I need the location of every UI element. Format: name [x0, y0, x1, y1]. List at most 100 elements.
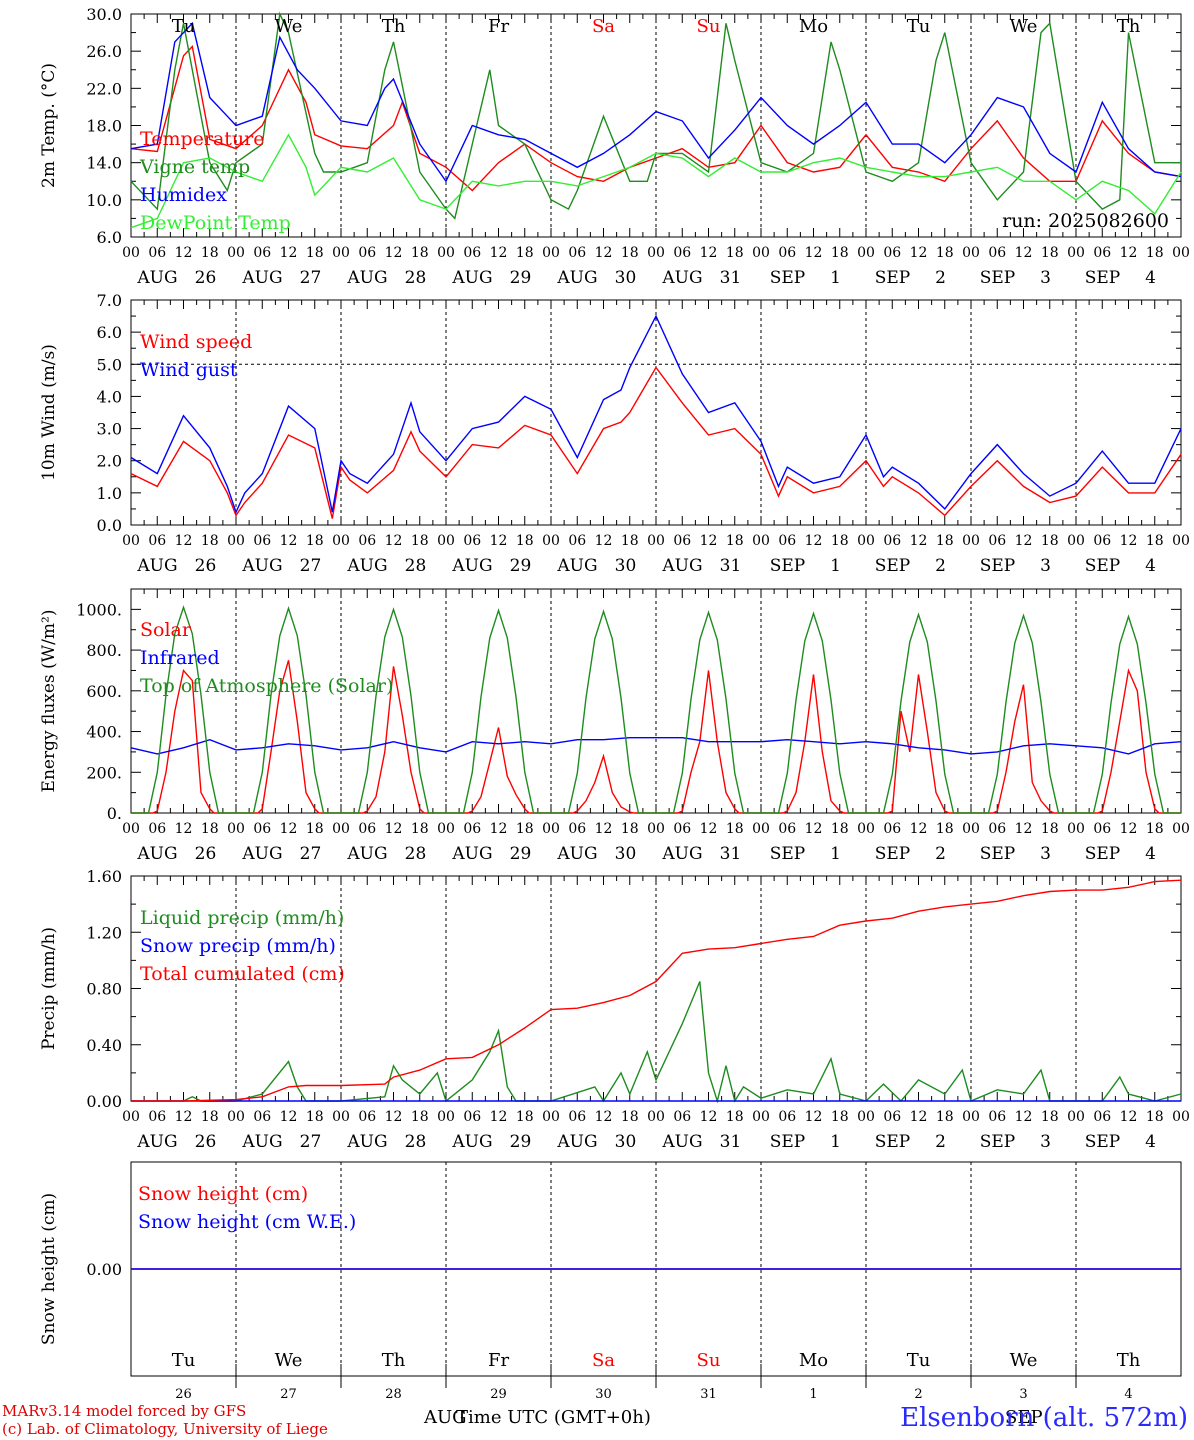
date-day-label: 30	[595, 1387, 612, 1402]
date-month-label: AUG	[136, 268, 177, 288]
legend-entry: Snow precip (mm/h)	[140, 935, 336, 957]
hour-tick-label: 00	[122, 533, 140, 549]
hour-tick-label: 18	[516, 1109, 534, 1125]
hour-tick-label: 06	[1093, 1109, 1111, 1125]
y-tick-label: 10.0	[86, 191, 122, 210]
hour-tick-label: 18	[411, 1109, 429, 1125]
footer-lab-credit: (c) Lab. of Climatology, University of L…	[2, 1420, 328, 1438]
hour-tick-label: 00	[647, 245, 665, 261]
hour-tick-label: 06	[778, 533, 796, 549]
hour-tick-label: 18	[516, 821, 534, 837]
date-day-label: 26	[175, 1387, 192, 1402]
hour-tick-label: 06	[883, 821, 901, 837]
y-tick-label: 0.80	[86, 980, 122, 999]
hour-tick-label: 06	[568, 245, 586, 261]
date-day-label: 27	[300, 1132, 322, 1152]
hour-tick-label: 00	[1067, 1109, 1085, 1125]
date-day-label: 4	[1145, 268, 1156, 288]
date-day-label: 31	[700, 1387, 717, 1402]
y-tick-label: 0.	[107, 804, 122, 823]
date-day-label: 30	[615, 556, 637, 576]
y-tick-label: 2.0	[97, 452, 122, 471]
hour-tick-label: 06	[988, 821, 1006, 837]
date-month-label: SEP	[1085, 556, 1121, 576]
hour-tick-label: 18	[936, 821, 954, 837]
hour-tick-label: 18	[726, 245, 744, 261]
x-axis-month-left: AUG	[424, 1407, 467, 1428]
date-month-label: AUG	[556, 844, 597, 864]
date-day-label: 29	[510, 268, 532, 288]
hour-tick-label: 12	[700, 533, 718, 549]
day-name-label: Mo	[799, 16, 828, 37]
day-name-label: Tu	[172, 1350, 196, 1371]
hour-tick-label: 06	[463, 245, 481, 261]
hour-tick-label: 06	[148, 1109, 166, 1125]
x-axis-title: Time UTC (GMT+0h)	[456, 1407, 651, 1428]
hour-tick-label: 12	[1015, 1109, 1033, 1125]
hour-tick-label: 00	[857, 533, 875, 549]
hour-tick-label: 18	[621, 533, 639, 549]
y-tick-label: 7.0	[97, 291, 122, 310]
date-day-label: 26	[195, 844, 217, 864]
series-line-infrared	[130, 737, 1182, 755]
hour-tick-label: 18	[1041, 245, 1059, 261]
hour-tick-label: 00	[1067, 533, 1085, 549]
day-name-label: Th	[382, 1350, 406, 1371]
date-month-label: SEP	[875, 556, 911, 576]
hour-tick-label: 12	[280, 1109, 298, 1125]
hour-tick-label: 18	[411, 245, 429, 261]
hour-tick-label: 12	[490, 1109, 508, 1125]
date-month-label: SEP	[770, 556, 806, 576]
day-name-label: We	[1010, 1350, 1038, 1371]
hour-tick-label: 12	[910, 1109, 928, 1125]
panel-precip: 1.60 1.20 0.80 0.40 0.00 Precip (mm/h) Liquid …	[39, 867, 1190, 1152]
hour-tick-label: 00	[542, 1109, 560, 1125]
hour-tick-label: 18	[1146, 533, 1164, 549]
hour-tick-label: 18	[516, 245, 534, 261]
date-day-label: 3	[1019, 1387, 1027, 1402]
hour-tick-label: 00	[857, 1109, 875, 1125]
legend-entry: Wind gust	[140, 359, 238, 381]
date-day-label: 30	[615, 1132, 637, 1152]
hour-tick-label: 00	[1172, 821, 1190, 837]
hour-tick-label: 06	[673, 245, 691, 261]
hour-tick-label: 06	[148, 821, 166, 837]
day-name-label: Mo	[799, 1350, 828, 1371]
day-name-label: Tu	[907, 1350, 931, 1371]
hour-tick-label: 00	[647, 821, 665, 837]
hour-tick-label: 06	[463, 1109, 481, 1125]
date-day-label: 28	[405, 556, 427, 576]
hour-tick-label: 06	[673, 533, 691, 549]
station-name: Elsenborn (alt. 572m)	[900, 1403, 1188, 1433]
date-day-label: 3	[1040, 556, 1051, 576]
date-day-label: 28	[405, 1132, 427, 1152]
hour-tick-label: 18	[201, 533, 219, 549]
day-name-label: Th	[1117, 16, 1141, 37]
hour-tick-label: 00	[227, 533, 245, 549]
day-name-label: Fr	[488, 16, 509, 37]
hour-tick-label: 12	[910, 821, 928, 837]
hour-tick-label: 00	[857, 245, 875, 261]
date-month-label: AUG	[556, 268, 597, 288]
hour-tick-label: 18	[831, 533, 849, 549]
hour-tick-label: 06	[673, 821, 691, 837]
y-tick-label: 30.0	[86, 5, 122, 24]
day-name-label: Fr	[488, 1350, 509, 1371]
day-name-label: Tu	[907, 16, 931, 37]
date-day-label: 26	[195, 1132, 217, 1152]
hour-tick-label: 12	[805, 245, 823, 261]
hour-tick-label: 12	[1120, 1109, 1138, 1125]
day-name-label: Th	[1117, 1350, 1141, 1371]
date-month-label: AUG	[241, 1132, 282, 1152]
date-day-label: 4	[1124, 1387, 1132, 1402]
day-name-label: We	[275, 1350, 303, 1371]
date-month-label: AUG	[346, 844, 387, 864]
date-day-label: 27	[300, 268, 322, 288]
date-day-label: 28	[405, 268, 427, 288]
hour-tick-label: 18	[201, 1109, 219, 1125]
hour-tick-label: 00	[752, 1109, 770, 1125]
hour-tick-label: 06	[358, 533, 376, 549]
date-month-label: SEP	[1085, 268, 1121, 288]
series-line-liquid-precip-mm-h-	[131, 981, 1182, 1104]
legend-entry: Snow height (cm W.E.)	[138, 1211, 356, 1233]
